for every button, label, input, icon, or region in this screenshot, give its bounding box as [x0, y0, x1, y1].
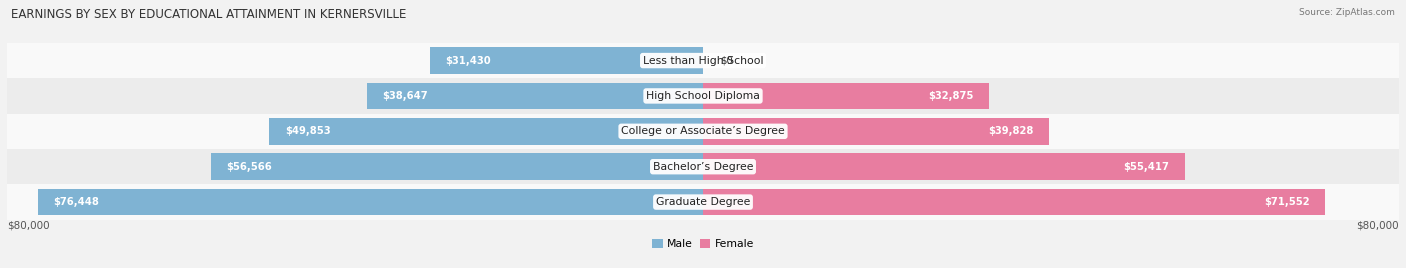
- Text: High School Diploma: High School Diploma: [647, 91, 759, 101]
- Text: $39,828: $39,828: [988, 126, 1033, 136]
- Text: Source: ZipAtlas.com: Source: ZipAtlas.com: [1299, 8, 1395, 17]
- Text: $80,000: $80,000: [7, 221, 49, 230]
- Text: Bachelor’s Degree: Bachelor’s Degree: [652, 162, 754, 172]
- Text: College or Associate’s Degree: College or Associate’s Degree: [621, 126, 785, 136]
- Text: $31,430: $31,430: [446, 55, 491, 66]
- Bar: [7, 114, 1399, 149]
- Text: $0: $0: [720, 55, 733, 66]
- Bar: [703, 118, 1049, 144]
- Bar: [703, 189, 1326, 215]
- Bar: [211, 153, 703, 180]
- Text: $49,853: $49,853: [285, 126, 330, 136]
- Bar: [367, 83, 703, 109]
- Text: $55,417: $55,417: [1123, 162, 1170, 172]
- Bar: [7, 184, 1399, 220]
- Legend: Male, Female: Male, Female: [648, 234, 758, 253]
- Text: Less than High School: Less than High School: [643, 55, 763, 66]
- Bar: [270, 118, 703, 144]
- Text: EARNINGS BY SEX BY EDUCATIONAL ATTAINMENT IN KERNERSVILLE: EARNINGS BY SEX BY EDUCATIONAL ATTAINMEN…: [11, 8, 406, 21]
- Bar: [38, 189, 703, 215]
- Bar: [7, 149, 1399, 184]
- Bar: [703, 83, 988, 109]
- Text: Graduate Degree: Graduate Degree: [655, 197, 751, 207]
- Bar: [703, 153, 1185, 180]
- Text: $80,000: $80,000: [1357, 221, 1399, 230]
- Text: $38,647: $38,647: [382, 91, 427, 101]
- Text: $56,566: $56,566: [226, 162, 273, 172]
- Bar: [7, 43, 1399, 78]
- Bar: [430, 47, 703, 74]
- Text: $71,552: $71,552: [1264, 197, 1310, 207]
- Text: $76,448: $76,448: [53, 197, 100, 207]
- Bar: [7, 78, 1399, 114]
- Text: $32,875: $32,875: [928, 91, 973, 101]
